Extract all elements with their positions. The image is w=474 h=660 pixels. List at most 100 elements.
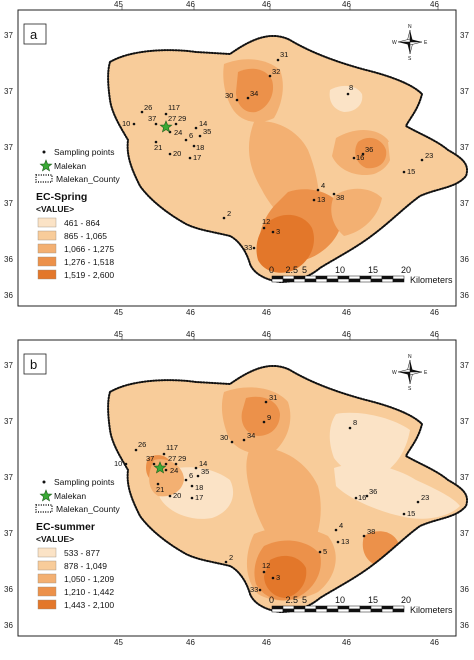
sampling-point-label: 14 xyxy=(199,119,207,128)
ec-zone xyxy=(331,188,382,236)
sampling-point-label: 37 xyxy=(148,114,156,123)
map-panel-b: 45 45 46 46 46 46 46 46 46 46 37 37 37 37 37 37 37 37 36 36… xyxy=(0,330,474,648)
sampling-point xyxy=(162,452,166,456)
svg-text:N: N xyxy=(408,354,412,360)
sampling-point-label: 8 xyxy=(353,418,357,427)
sampling-point-label: 3 xyxy=(276,573,280,582)
sampling-point-label: 37 xyxy=(146,454,154,463)
ec-zone xyxy=(159,147,253,207)
svg-text:W: W xyxy=(392,370,397,376)
lat-label-left: 37 xyxy=(4,31,13,40)
scale-tick-label: 0 xyxy=(269,595,274,605)
legend-sampling-label: Sampling points xyxy=(54,477,114,487)
legend-swatch xyxy=(37,243,57,254)
sampling-point-label: 31 xyxy=(280,50,288,59)
scale-tick-label: 20 xyxy=(401,265,411,275)
legend-class-label: 1,050 - 1,209 xyxy=(64,574,114,584)
sampling-point xyxy=(258,588,262,592)
lat-label-right: 37 xyxy=(460,87,469,96)
sampling-point-label: 38 xyxy=(367,527,375,536)
legend-swatch xyxy=(37,256,57,267)
ec-zone xyxy=(334,464,460,519)
scale-tick-label: 15 xyxy=(368,265,378,275)
lon-label-top: 46 xyxy=(430,0,439,9)
sampling-point-label: 24 xyxy=(174,128,182,137)
sampling-point-label: 15 xyxy=(407,509,415,518)
lat-label-right: 37 xyxy=(460,529,469,538)
sampling-point xyxy=(224,560,228,564)
sampling-point-label: 27 xyxy=(168,114,176,123)
sampling-point-label: 2 xyxy=(229,553,233,562)
sampling-point xyxy=(184,478,188,482)
sampling-point-label: 4 xyxy=(321,181,325,190)
legend-point-symbol xyxy=(42,480,46,484)
north-arrow-icon: N S E W xyxy=(392,354,428,392)
lon-label-bottom: 46 xyxy=(342,308,351,317)
sampling-point-label: 27 xyxy=(168,454,176,463)
sampling-point xyxy=(168,494,172,498)
ec-zone xyxy=(236,68,274,113)
sampling-point-label: 13 xyxy=(317,195,325,204)
sampling-point-label: 14 xyxy=(199,459,207,468)
panel-letter: b xyxy=(30,357,37,372)
map-panel-a: 45 45 46 46 46 46 46 46 46 46 37 37 37 37 37 37 37 37 36 36… xyxy=(0,0,474,318)
legend-swatch xyxy=(37,560,57,571)
sampling-point-label: 36 xyxy=(365,145,373,154)
sampling-point xyxy=(140,110,144,114)
legend-class-label: 865 - 1,065 xyxy=(64,231,107,241)
ec-zones xyxy=(114,376,460,601)
lat-label-left: 37 xyxy=(4,87,13,96)
sampling-point xyxy=(246,96,250,100)
lat-label-right: 36 xyxy=(460,255,469,264)
sampling-point-label: 4 xyxy=(339,521,343,530)
sampling-point xyxy=(316,188,320,192)
sampling-point xyxy=(242,438,246,442)
sampling-point xyxy=(192,144,196,148)
sampling-point xyxy=(271,576,275,580)
sampling-point xyxy=(190,496,194,500)
scale-unit-label: Kilometers xyxy=(410,275,453,285)
sampling-point xyxy=(230,440,234,444)
svg-text:E: E xyxy=(424,40,428,46)
sampling-point-label: 34 xyxy=(247,431,255,440)
sampling-point xyxy=(134,448,138,452)
sampling-point-label: 30 xyxy=(225,91,233,100)
sampling-point-label: 10 xyxy=(114,459,122,468)
legend-class-label: 878 - 1,049 xyxy=(64,561,107,571)
sampling-point-label: 30 xyxy=(220,433,228,442)
legend-value-header: <VALUE> xyxy=(36,534,74,544)
lon-label-bottom: 46 xyxy=(342,638,351,647)
sampling-point xyxy=(132,122,136,126)
sampling-point xyxy=(164,468,168,472)
sampling-point-label: 9 xyxy=(267,413,271,422)
sampling-point xyxy=(168,152,172,156)
scale-tick-label: 5 xyxy=(302,265,307,275)
sampling-point-label: 2 xyxy=(227,209,231,218)
sampling-point-label: 35 xyxy=(201,467,209,476)
legend: Sampling points Malekan Malekan_County EC-S… xyxy=(35,147,121,280)
scale-tick-label: 10 xyxy=(335,595,345,605)
sampling-point-label: 3 xyxy=(276,227,280,236)
lat-label-left: 36 xyxy=(4,585,13,594)
legend: Sampling points Malekan Malekan_County EC-s… xyxy=(35,477,121,610)
sampling-point xyxy=(156,482,160,486)
sampling-point-label: 13 xyxy=(341,537,349,546)
sampling-point xyxy=(334,528,338,532)
sampling-point-label: 117 xyxy=(166,443,178,452)
panel-letter-box xyxy=(23,353,47,375)
sampling-point xyxy=(402,512,406,516)
legend-class-label: 1,066 - 1,275 xyxy=(64,244,114,254)
lon-label-top: 46 xyxy=(430,330,439,339)
sampling-point-label: 17 xyxy=(193,153,201,162)
sampling-point xyxy=(352,156,356,160)
sampling-point-label: 29 xyxy=(178,454,186,463)
sampling-point-label: 23 xyxy=(425,151,433,160)
sampling-point xyxy=(336,540,340,544)
north-arrow-icon: N S E W xyxy=(392,24,428,62)
legend-class-label: 461 - 864 xyxy=(64,218,100,228)
lon-label-bottom: 45 xyxy=(114,638,123,647)
sampling-point xyxy=(264,400,268,404)
legend-class-label: 1,443 - 2,100 xyxy=(64,600,114,610)
sampling-point xyxy=(262,570,266,574)
